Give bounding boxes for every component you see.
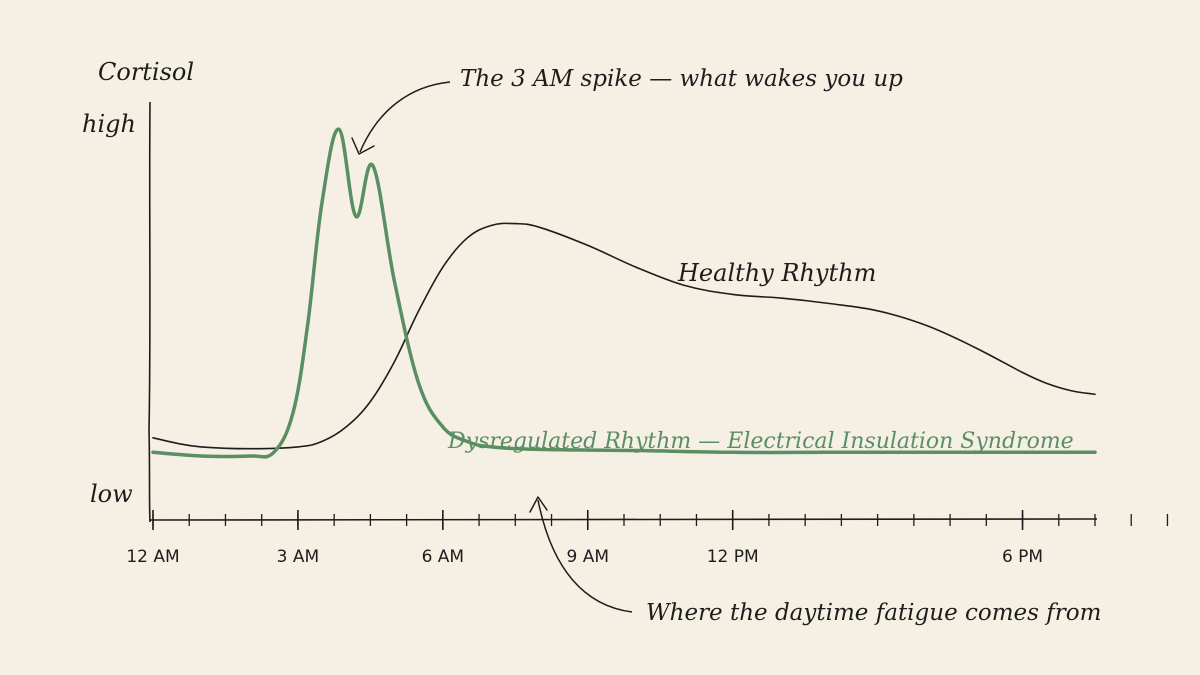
- annotation-arrow-spike: [359, 81, 451, 153]
- y-tick-high: high: [82, 110, 136, 138]
- dysregulated-rhythm-line: [151, 127, 1097, 459]
- annotation-arrow-fatigue: [537, 499, 633, 613]
- healthy-rhythm-line: [152, 222, 1096, 450]
- annotation-3am-spike: The 3 AM spike — what wakes you up: [460, 66, 903, 92]
- x-tick-label: 12 PM: [707, 547, 759, 567]
- arrowhead-fatigue-icon: [529, 496, 548, 513]
- y-axis-title: Cortisol: [98, 58, 194, 86]
- arrowhead-spike-icon: [351, 137, 375, 155]
- series-label-healthy: Healthy Rhythm: [677, 259, 876, 287]
- annotation-daytime-fatigue: Where the daytime fatigue comes from: [646, 600, 1101, 626]
- series-label-dysregulated: Dysregulated Rhythm — Electrical Insulat…: [447, 429, 1074, 454]
- y-tick-low: low: [90, 480, 133, 508]
- x-tick-label: 9 AM: [567, 547, 610, 567]
- x-tick-label: 6 AM: [422, 547, 465, 567]
- x-tick-label: 6 PM: [1002, 547, 1043, 567]
- x-tick-label: 3 AM: [277, 547, 320, 567]
- x-tick-label: 12 AM: [126, 547, 179, 567]
- x-axis-ticks: 12 AM 3 AM 6 AM 9 AM 12 PM 6 PM: [126, 510, 1169, 567]
- y-axis: [148, 101, 151, 523]
